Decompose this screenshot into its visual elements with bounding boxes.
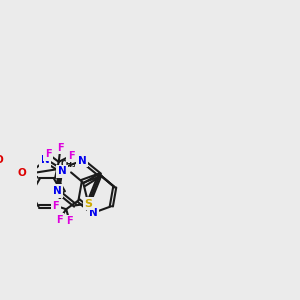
Text: F: F: [68, 151, 74, 161]
Text: O: O: [18, 168, 27, 178]
Text: N: N: [78, 155, 87, 166]
Text: F: F: [57, 143, 64, 153]
Text: S: S: [84, 199, 92, 208]
Text: F: F: [52, 201, 59, 211]
Text: N: N: [89, 208, 98, 218]
Text: O: O: [0, 155, 3, 165]
Text: N: N: [53, 186, 62, 196]
Text: F: F: [56, 215, 62, 225]
Text: F: F: [45, 149, 52, 159]
Text: N: N: [58, 166, 67, 176]
Text: CH₃: CH₃: [61, 160, 76, 169]
Text: F: F: [66, 217, 73, 226]
Text: N: N: [40, 155, 50, 165]
